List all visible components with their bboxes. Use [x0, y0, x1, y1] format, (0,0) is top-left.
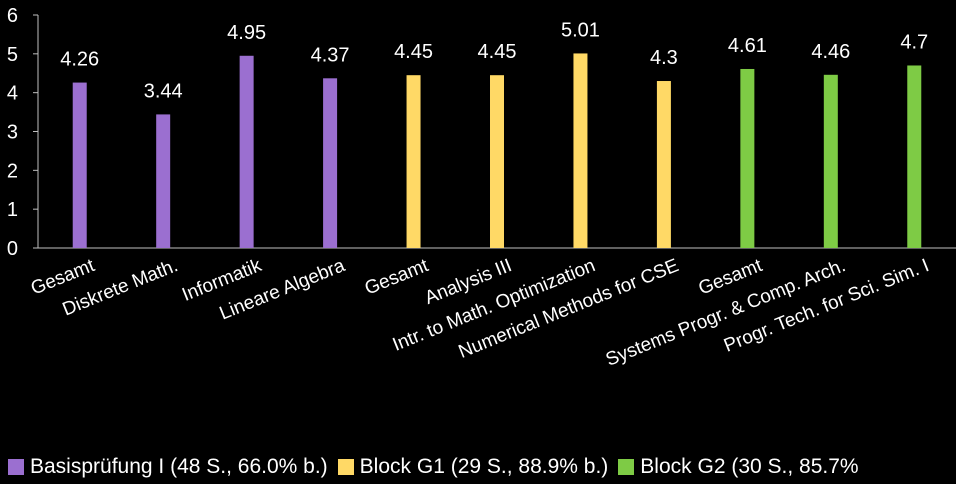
category-label: Gesamt [362, 255, 432, 300]
bars [72, 53, 922, 249]
data-label: 4.46 [811, 41, 850, 63]
legend-label: Basisprüfung I (48 S., 66.0% b.) [30, 455, 328, 478]
y-tick-label: 4 [7, 83, 18, 105]
bar [239, 55, 254, 249]
data-label: 5.01 [561, 19, 600, 41]
legend-item-basispruefung: Basisprüfung I (48 S., 66.0% b.) [8, 454, 328, 480]
y-tick-label: 5 [7, 44, 18, 66]
data-label: 4.45 [394, 41, 433, 63]
bar [406, 75, 421, 248]
bar [823, 74, 838, 248]
data-label: 4.3 [650, 47, 678, 69]
data-label: 4.61 [728, 35, 767, 57]
data-label: 4.95 [227, 22, 266, 44]
data-label: 4.26 [60, 49, 99, 71]
legend-swatch [618, 459, 635, 475]
legend-swatch [337, 459, 354, 475]
legend-label: Block G1 (29 S., 88.9% b.) [359, 455, 609, 478]
data-labels: 4.26 3.44 4.95 4.37 4.45 4.45 5.01 4.3 4.61 4.46 4… [60, 19, 928, 102]
y-tick-label: 6 [7, 5, 18, 27]
legend: Basisprüfung I (48 S., 66.0% b.) Block G… [8, 454, 859, 480]
y-tick-label: 2 [7, 160, 18, 182]
legend-item-block-g1: Block G1 (29 S., 88.9% b.) [337, 454, 609, 480]
y-axis: 0 1 2 3 4 5 6 [7, 5, 39, 260]
bar [72, 82, 87, 248]
y-tick-label: 3 [7, 122, 18, 144]
bar [656, 81, 671, 249]
bar [573, 53, 588, 248]
bar [323, 78, 338, 248]
data-label: 4.7 [900, 31, 928, 53]
y-tick-label: 1 [7, 199, 18, 221]
data-label: 3.44 [144, 80, 183, 102]
y-tick-label: 0 [7, 238, 18, 260]
bar [740, 68, 755, 248]
data-label: 4.45 [478, 41, 517, 63]
legend-item-block-g2: Block G2 (30 S., 85.7% [618, 454, 859, 480]
legend-label: Block G2 (30 S., 85.7% [640, 455, 859, 478]
bar [156, 114, 171, 248]
data-label: 4.37 [311, 44, 350, 66]
bar [907, 65, 922, 248]
bar [490, 75, 504, 248]
legend-swatch [8, 459, 24, 475]
